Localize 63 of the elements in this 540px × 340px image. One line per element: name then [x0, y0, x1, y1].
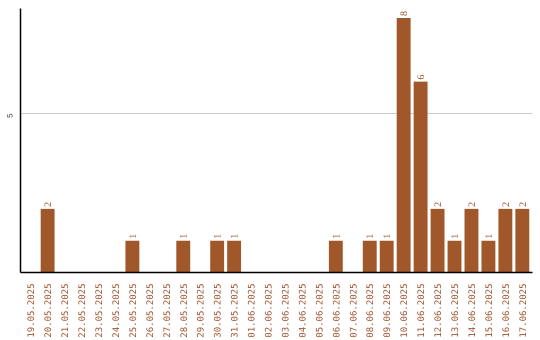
x-tick-label: 30.05.2025 — [214, 283, 224, 338]
data-label: 6 — [416, 74, 428, 80]
data-label: 2 — [518, 202, 529, 207]
data-label: 2 — [43, 202, 54, 207]
x-tick-label: 24.05.2025 — [112, 283, 122, 338]
x-tick-label: 03.06.2025 — [281, 283, 292, 338]
bar — [448, 240, 462, 272]
data-label: 1 — [365, 234, 376, 239]
bar — [210, 240, 224, 272]
data-label: 8 — [399, 11, 410, 16]
x-tick-label: 20.05.2025 — [44, 283, 54, 338]
x-tick-label: 10.06.2025 — [400, 283, 410, 338]
bar — [328, 240, 343, 272]
x-tick-label: 28.05.2025 — [180, 283, 190, 338]
x-tick-label: 13.06.2025 — [451, 283, 462, 338]
x-tick-label: 12.06.2025 — [434, 283, 444, 338]
x-tick-label: 17.06.2025 — [518, 283, 529, 338]
x-tick-label: 27.05.2025 — [162, 283, 173, 338]
x-tick-label: 07.06.2025 — [349, 283, 360, 338]
data-label: 2 — [500, 202, 512, 207]
data-label: 1 — [331, 234, 342, 239]
x-tick-label: 22.05.2025 — [78, 283, 88, 338]
data-label: 2 — [466, 202, 478, 207]
data-label: 1 — [128, 234, 139, 239]
bar — [481, 240, 496, 272]
bar — [430, 208, 445, 272]
x-tick-label: 31.05.2025 — [230, 283, 241, 338]
bar — [414, 82, 428, 272]
x-tick-label: 09.06.2025 — [383, 283, 394, 338]
x-tick-label: 25.05.2025 — [128, 283, 139, 338]
data-label: 2 — [433, 202, 444, 207]
x-tick-label: 23.05.2025 — [94, 283, 105, 338]
x-tick-label: 15.06.2025 — [484, 283, 495, 338]
data-label: 1 — [382, 234, 394, 239]
bar — [227, 240, 242, 272]
x-tick-label: 14.06.2025 — [468, 283, 478, 338]
bar — [125, 240, 140, 272]
x-tick-label: 16.06.2025 — [502, 283, 512, 338]
bar — [464, 208, 478, 272]
bar — [176, 240, 190, 272]
data-label: 1 — [212, 234, 224, 239]
data-label: 1 — [178, 234, 190, 239]
bar — [362, 240, 377, 272]
x-tick-label: 02.06.2025 — [264, 283, 275, 338]
bar — [498, 208, 512, 272]
bar — [396, 18, 411, 272]
y-tick-label: 5 — [6, 112, 14, 118]
x-tick-label: 01.06.2025 — [248, 283, 258, 338]
x-tick-label: 11.06.2025 — [417, 283, 428, 338]
x-tick-label: 19.05.2025 — [27, 283, 38, 338]
bar — [380, 240, 394, 272]
x-tick-label: 26.05.2025 — [146, 283, 156, 338]
x-tick-label: 06.06.2025 — [332, 283, 342, 338]
bar — [515, 208, 530, 272]
x-tick-label: 29.05.2025 — [196, 283, 207, 338]
data-label: 1 — [230, 234, 241, 239]
bar — [40, 208, 55, 272]
x-tick-label: 08.06.2025 — [366, 283, 376, 338]
x-tick-label: 04.06.2025 — [298, 283, 308, 338]
x-tick-label: 21.05.2025 — [61, 283, 72, 338]
data-label: 1 — [484, 234, 495, 239]
data-label: 1 — [450, 234, 462, 239]
x-tick-label: 05.06.2025 — [315, 283, 326, 338]
